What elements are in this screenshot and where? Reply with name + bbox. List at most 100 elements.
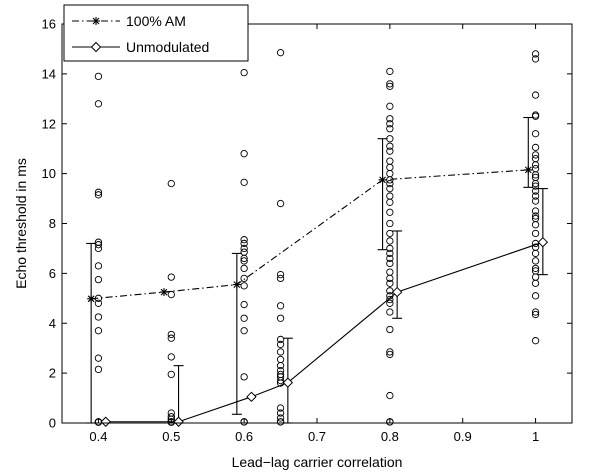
scatter-point	[240, 373, 248, 381]
scatter-point	[531, 249, 540, 258]
y-tick-label: 4	[49, 316, 56, 331]
diamond-marker	[100, 416, 111, 427]
scatter-point	[276, 366, 285, 375]
scatter-point	[531, 179, 540, 188]
asterisk-marker	[524, 165, 533, 174]
scatter-point	[531, 273, 540, 281]
scatter-point	[531, 55, 540, 63]
scatter-point	[531, 197, 540, 205]
scatter-point	[386, 163, 394, 172]
scatter-point	[531, 161, 540, 169]
scatter-point	[386, 142, 394, 150]
scatter-point	[531, 50, 540, 58]
x-tick-label: 0.7	[308, 429, 326, 444]
scatter-point	[167, 353, 175, 361]
scatter-point	[386, 274, 394, 283]
scatter-point	[276, 335, 285, 344]
scatter-point	[276, 274, 285, 283]
scatter-point	[531, 337, 540, 345]
series-layer	[86, 116, 549, 427]
scatter-point	[94, 72, 103, 81]
scatter-point	[531, 292, 540, 300]
scatter-point	[386, 244, 394, 253]
scatter-point	[240, 257, 248, 265]
diamond-marker	[537, 236, 549, 248]
scatter-point	[386, 350, 394, 359]
asterisk-marker	[92, 17, 100, 25]
scatter-point	[94, 299, 103, 307]
scatter-point	[167, 179, 175, 188]
scatter-point	[386, 308, 394, 316]
scatter-point	[240, 244, 248, 253]
error-bar	[523, 116, 534, 188]
scatter-point	[167, 334, 175, 342]
scatter-point	[386, 249, 394, 258]
scatter-point	[240, 68, 248, 77]
legend-label: 100% AM	[126, 13, 186, 29]
scatter-point	[276, 270, 285, 279]
scatter-point	[531, 182, 540, 190]
x-axis-label: Lead−lag carrier correlation	[232, 454, 403, 470]
scatter-point	[276, 49, 285, 57]
scatter-point	[276, 409, 285, 417]
scatter-point	[531, 264, 540, 273]
scatter-point	[240, 239, 248, 248]
scatter-point	[531, 91, 540, 99]
scatter-point	[167, 409, 175, 417]
scatter-point	[386, 254, 394, 263]
scatter-point	[531, 221, 540, 229]
asterisk-marker	[160, 288, 168, 297]
diamond-marker	[90, 41, 102, 53]
asterisk-marker	[232, 280, 241, 289]
x-tick-label: 0.4	[89, 429, 107, 444]
scatter-point	[94, 313, 103, 321]
scatter-point	[386, 115, 394, 123]
x-tick-label: 0.9	[454, 429, 472, 444]
y-tick-label: 6	[49, 266, 56, 281]
scatter-point	[386, 198, 394, 206]
diamond-marker	[282, 377, 294, 388]
y-axis-label: Echo threshold in ms	[13, 158, 29, 289]
scatter-point	[94, 244, 103, 253]
scatter-point	[386, 391, 394, 400]
scatter-point	[531, 310, 540, 319]
scatter-point	[531, 212, 540, 220]
scatter-point	[240, 314, 248, 322]
scatter-point	[167, 273, 175, 281]
diamond-marker	[173, 416, 184, 427]
error-bar	[377, 138, 388, 251]
scatter-point	[94, 241, 103, 249]
scatter-point	[386, 229, 394, 238]
scatter-point	[240, 264, 248, 273]
diamond-marker	[246, 391, 257, 403]
scatter-point	[386, 325, 394, 334]
error-bar	[231, 252, 242, 415]
scatter-point	[386, 219, 394, 228]
scatter-point	[531, 171, 540, 179]
scatter-point	[94, 100, 103, 108]
scatter-point	[386, 295, 394, 304]
diamond-marker	[391, 286, 403, 298]
scatter-point	[386, 135, 394, 143]
asterisk-marker	[87, 294, 96, 303]
legend-entry: Unmodulated	[72, 39, 209, 55]
scatter-point	[386, 125, 394, 133]
error-bar	[392, 230, 403, 319]
scatter-point	[386, 184, 394, 193]
scatter-point	[386, 157, 394, 165]
scatter-point	[94, 365, 103, 374]
y-tick-label: 8	[49, 216, 56, 231]
error-bar	[173, 365, 184, 424]
scatter-point	[386, 279, 394, 287]
scatter-point	[94, 327, 103, 335]
legend-label: Unmodulated	[126, 39, 209, 55]
scatter-point	[531, 257, 540, 265]
scatter-point	[276, 199, 285, 208]
series-line-0	[91, 169, 529, 300]
scatter-point	[386, 192, 394, 200]
plot-frame	[61, 23, 573, 424]
scatter-point	[386, 208, 394, 216]
scatter-point	[386, 82, 394, 90]
series-line-1	[105, 241, 544, 423]
x-axis: 0.4 0.5 0.6 0.7 0.8 0.9 1	[89, 24, 539, 444]
